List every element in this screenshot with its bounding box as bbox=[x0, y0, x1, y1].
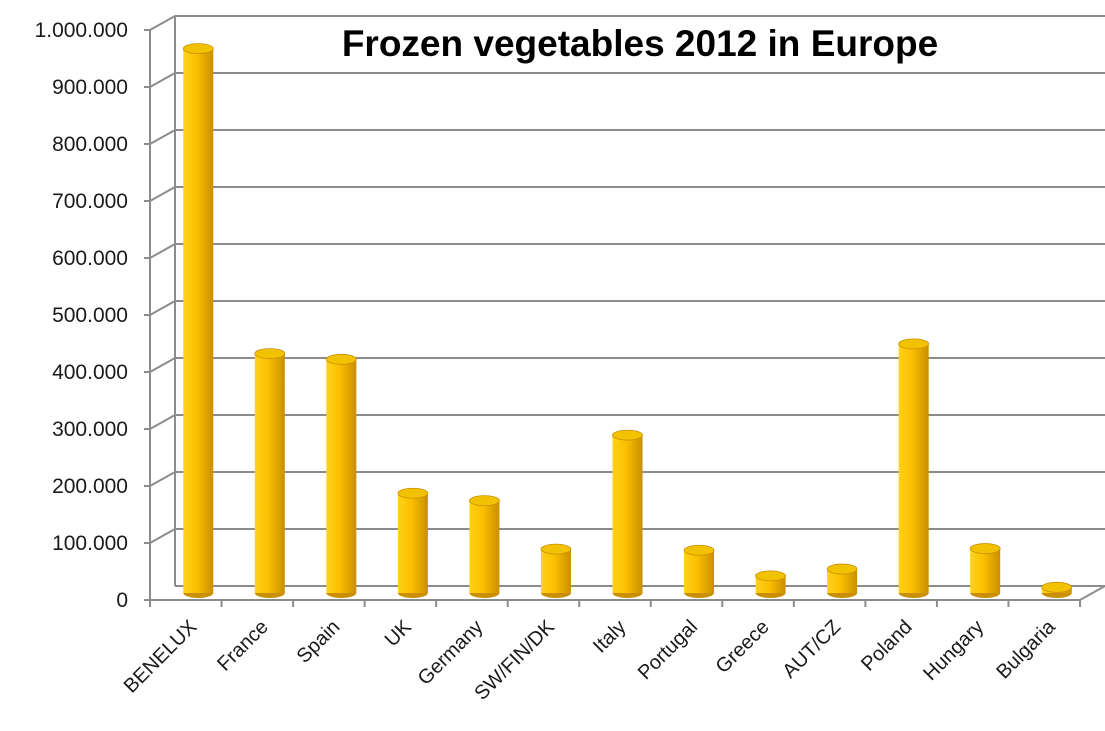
bar-portugal bbox=[683, 544, 715, 598]
bar-hungary bbox=[969, 543, 1001, 598]
y-tick-label: 300.000 bbox=[52, 418, 128, 441]
bar-aut-cz bbox=[826, 563, 858, 598]
bar-body bbox=[326, 359, 357, 593]
chart-title: Frozen vegetables 2012 in Europe bbox=[342, 23, 938, 64]
floor-right-edge bbox=[1079, 585, 1105, 601]
bar-spain bbox=[325, 353, 357, 598]
bar-body bbox=[254, 353, 285, 593]
x-tick-label: Portugal bbox=[634, 616, 702, 684]
y-tick-label: 200.000 bbox=[52, 475, 128, 498]
gridline-side bbox=[149, 186, 176, 202]
x-tick-label: BENELUX bbox=[120, 616, 202, 698]
gridline-side bbox=[149, 300, 176, 316]
gridline-side bbox=[149, 72, 176, 88]
bar-italy bbox=[612, 429, 643, 598]
y-tick-label: 100.000 bbox=[52, 532, 128, 555]
gridline-side bbox=[149, 414, 176, 430]
bar-body bbox=[684, 550, 715, 593]
bar-germany bbox=[469, 495, 500, 598]
x-tick-label: Spain bbox=[293, 616, 345, 668]
bar-body bbox=[469, 500, 500, 593]
bar-uk bbox=[397, 487, 429, 598]
bar-body bbox=[612, 435, 643, 593]
y-tick-label: 1.000.000 bbox=[35, 19, 128, 42]
bar-body bbox=[827, 569, 858, 593]
bar-body bbox=[970, 548, 1001, 593]
y-tick-label: 500.000 bbox=[52, 304, 128, 327]
x-tick-label: AUT/CZ bbox=[779, 616, 846, 683]
bar-body bbox=[183, 48, 214, 593]
bar-top bbox=[969, 543, 1001, 554]
y-tick-label: 700.000 bbox=[52, 190, 128, 213]
bar-top bbox=[182, 43, 214, 55]
bar-benelux bbox=[182, 43, 214, 598]
y-tick-label: 400.000 bbox=[52, 361, 128, 384]
gridline-side bbox=[149, 15, 176, 31]
bar-top bbox=[755, 570, 786, 582]
bar-sw-fin-dk bbox=[540, 543, 572, 598]
bar-body bbox=[397, 493, 428, 593]
bar-top bbox=[254, 348, 286, 360]
bars bbox=[182, 43, 1073, 598]
bar-top bbox=[612, 429, 643, 441]
gridline-side bbox=[149, 357, 176, 373]
gridline-side bbox=[149, 471, 176, 487]
bar-greece bbox=[755, 570, 786, 598]
bar-top bbox=[325, 353, 357, 365]
bar-top bbox=[826, 563, 858, 575]
bar-poland bbox=[898, 338, 930, 598]
bar-body bbox=[898, 343, 929, 593]
y-tick-label: 900.000 bbox=[52, 76, 128, 99]
x-tick-label: Greece bbox=[712, 616, 774, 678]
bar-top bbox=[397, 487, 429, 499]
y-tick-label: 800.000 bbox=[52, 133, 128, 156]
bar-top bbox=[469, 495, 500, 507]
x-tick-label: Poland bbox=[857, 616, 917, 676]
y-tick-label: 0 bbox=[116, 589, 128, 612]
x-tick-label: Italy bbox=[589, 616, 630, 657]
gridline-side bbox=[149, 243, 176, 259]
x-tick-label: Hungary bbox=[919, 616, 988, 685]
bar-top bbox=[540, 543, 572, 555]
bar-france bbox=[254, 348, 286, 598]
x-tick-label: UK bbox=[381, 616, 417, 652]
y-tick-label: 600.000 bbox=[52, 247, 128, 270]
x-tick-label: France bbox=[213, 616, 273, 676]
bar-top bbox=[1041, 581, 1073, 593]
y-axis-ticks: 0 100.000 200.000 300.000 400.000 500.000 600.… bbox=[35, 19, 150, 612]
gridline-side bbox=[149, 528, 176, 544]
x-tick-label: Bulgaria bbox=[992, 615, 1060, 683]
bar-bulgaria bbox=[1041, 581, 1073, 598]
bar-top bbox=[898, 338, 930, 350]
bar-top bbox=[683, 544, 715, 556]
bar-body bbox=[540, 549, 571, 593]
gridline-side bbox=[149, 129, 176, 145]
x-tick-label: Germany bbox=[414, 616, 488, 690]
